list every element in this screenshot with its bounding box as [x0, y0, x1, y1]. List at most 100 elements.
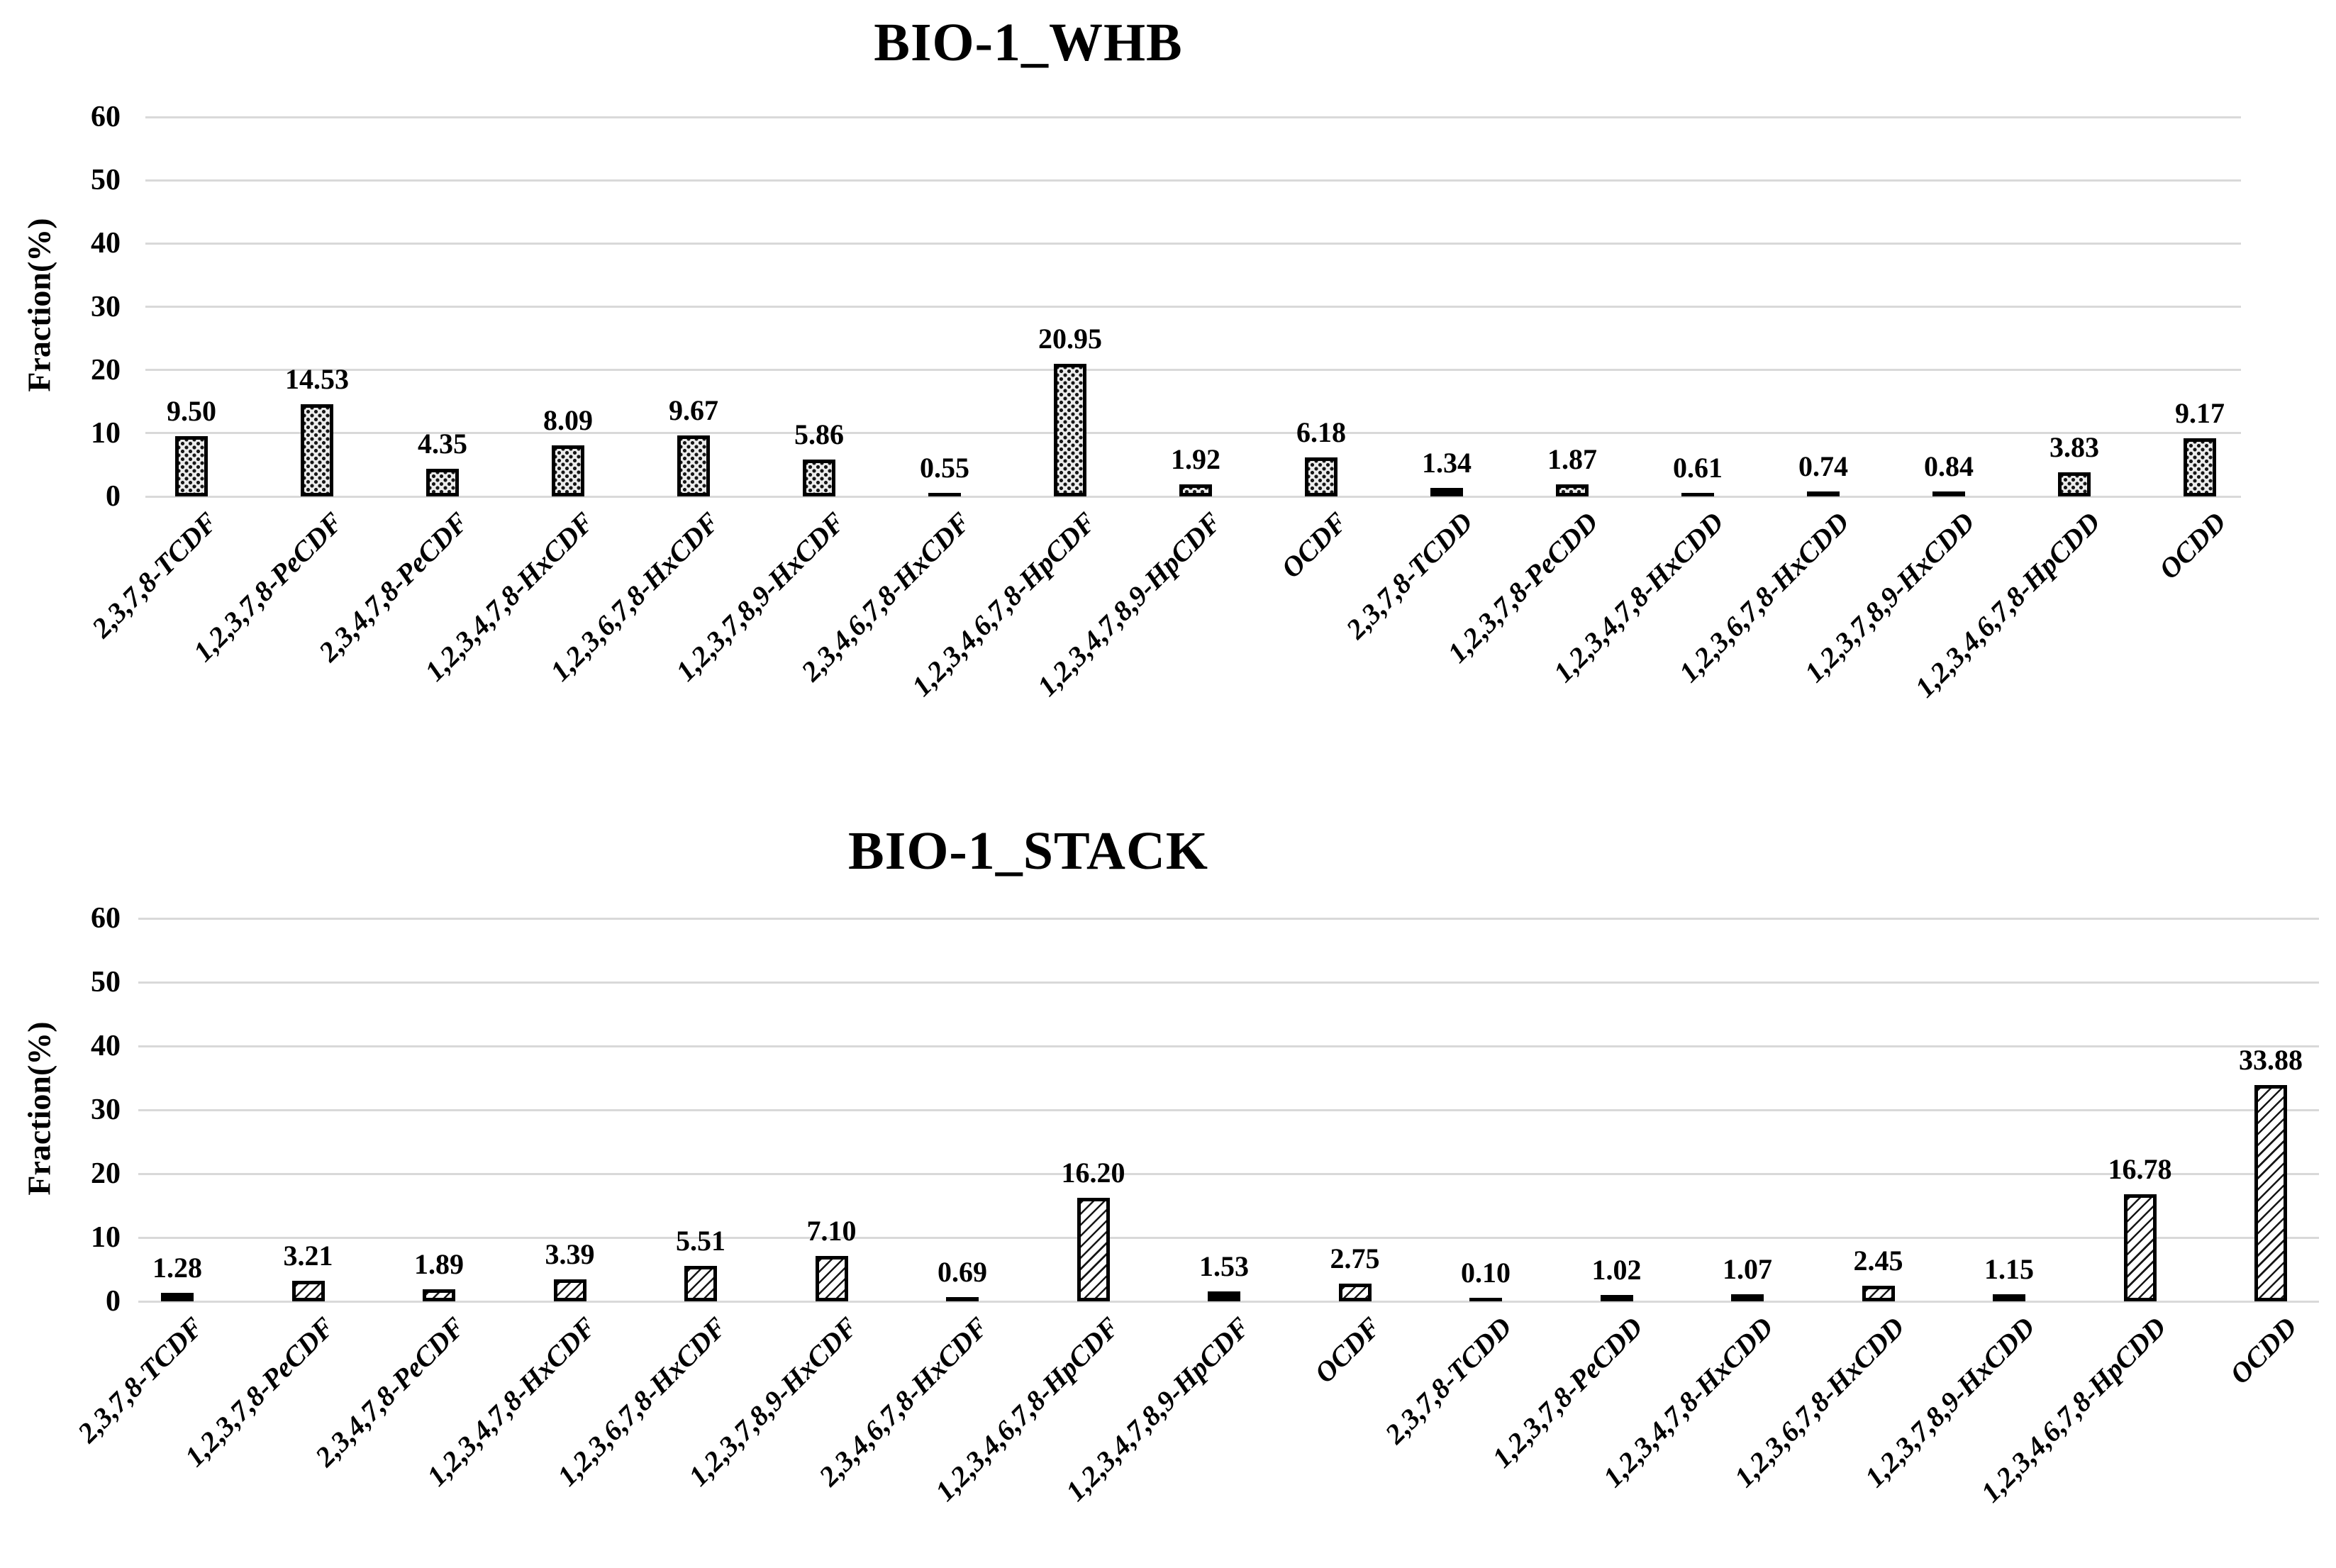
bar-value-label: 3.83: [2049, 430, 2099, 463]
bar: [1077, 1198, 1110, 1301]
bar-value-label: 0.69: [938, 1255, 987, 1288]
bar-value-label: 1.28: [152, 1252, 202, 1284]
bar-value-label: 1.07: [1723, 1253, 1772, 1286]
bar: [1054, 364, 1086, 496]
bar: [1179, 484, 1212, 496]
y-tick-label: 10: [91, 1221, 121, 1254]
bar: [1469, 1298, 1502, 1301]
bar-value-label: 1.34: [1422, 447, 1472, 479]
bar: [1932, 491, 1965, 496]
bar-value-label: 7.10: [806, 1215, 857, 1247]
bar-value-label: 9.67: [669, 394, 718, 426]
gridline: [138, 1172, 2319, 1175]
bar-value-label: 0.84: [1924, 450, 1974, 482]
gridline: [145, 179, 2241, 182]
bar-value-label: 6.18: [1296, 416, 1346, 448]
chart-title: BIO-1_STACK: [848, 821, 1208, 881]
y-tick-label: 50: [91, 966, 121, 999]
bar: [426, 469, 459, 496]
y-tick-label: 10: [91, 416, 121, 450]
bar: [1338, 1284, 1372, 1301]
gridline: [138, 917, 2319, 920]
bar-value-label: 1.02: [1591, 1253, 1642, 1286]
gridline: [138, 1108, 2319, 1111]
chart-title: BIO-1_WHB: [874, 13, 1183, 72]
y-tick-label: 30: [91, 290, 121, 323]
bar-value-label: 0.61: [1673, 451, 1723, 484]
bar: [1430, 488, 1463, 496]
gridline: [138, 1045, 2319, 1047]
bar: [2184, 438, 2216, 496]
bar-value-label: 0.74: [1798, 450, 1848, 483]
y-tick-label: 40: [91, 227, 121, 260]
bar-value-label: 5.86: [794, 418, 844, 450]
y-tick-label: 50: [91, 164, 121, 197]
y-tick-label: 40: [91, 1030, 121, 1062]
bar-value-label: 9.50: [167, 395, 216, 428]
bar-value-label: 0.10: [1461, 1257, 1511, 1289]
bar: [2058, 472, 2091, 496]
gridline: [145, 242, 2241, 245]
bar: [291, 1281, 325, 1301]
x-category-label: OCDF: [1308, 1311, 1387, 1389]
bar: [1993, 1294, 2025, 1301]
y-tick-label: 60: [91, 902, 121, 935]
y-tick-label: 30: [91, 1094, 121, 1126]
bar: [423, 1289, 455, 1301]
bar-value-label: 1.87: [1547, 443, 1597, 476]
bar-value-label: 1.53: [1199, 1250, 1249, 1283]
gridline: [145, 116, 2241, 118]
bar: [928, 493, 961, 496]
y-axis-label: Fraction(%): [21, 218, 57, 392]
bar: [161, 1293, 194, 1301]
bar: [2123, 1194, 2157, 1301]
bar-value-label: 2.45: [1853, 1244, 1903, 1277]
bar: [553, 1279, 586, 1301]
bar-value-label: 3.21: [283, 1240, 333, 1272]
y-tick-label: 20: [91, 1157, 121, 1190]
bar-value-label: 1.15: [1984, 1252, 2034, 1285]
bar-value-label: 0.55: [920, 452, 969, 484]
bar-value-label: 20.95: [1038, 323, 1102, 355]
bar-value-label: 3.39: [545, 1238, 595, 1271]
bar-value-label: 16.78: [2108, 1152, 2172, 1185]
bar: [2254, 1085, 2287, 1301]
gridline: [138, 1236, 2319, 1239]
bar: [175, 436, 208, 496]
bar-value-label: 1.92: [1171, 443, 1220, 475]
bar-value-label: 33.88: [2239, 1044, 2303, 1077]
gridline: [145, 432, 2241, 435]
gridline: [145, 306, 2241, 308]
bar: [1600, 1294, 1633, 1301]
bar-value-label: 4.35: [418, 428, 467, 460]
bar-value-label: 16.20: [1061, 1157, 1125, 1189]
bar: [815, 1256, 848, 1301]
bar: [677, 435, 710, 496]
bar: [1731, 1294, 1764, 1301]
bar: [1807, 491, 1840, 496]
bar-value-label: 14.53: [285, 363, 349, 396]
bar: [946, 1296, 979, 1301]
bar: [552, 445, 584, 496]
y-tick-label: 0: [106, 480, 121, 513]
bar: [1681, 492, 1714, 496]
bar: [684, 1266, 717, 1301]
y-tick-label: 0: [106, 1285, 121, 1318]
y-tick-label: 60: [91, 101, 121, 133]
gridline: [138, 1300, 2319, 1303]
gridline: [138, 981, 2319, 984]
x-category-label: OCDD: [2223, 1311, 2303, 1391]
x-category-label: 2,3,7,8-TCDF: [71, 1311, 210, 1449]
bar-value-label: 5.51: [676, 1225, 725, 1257]
bar: [803, 459, 835, 496]
bar-value-label: 1.89: [414, 1247, 464, 1280]
bar: [1556, 484, 1589, 496]
bar: [1305, 457, 1337, 496]
gridline: [145, 495, 2241, 498]
bar-value-label: 8.09: [543, 404, 593, 436]
bar: [1208, 1291, 1240, 1301]
y-tick-label: 20: [91, 353, 121, 387]
bar-value-label: 9.17: [2175, 397, 2225, 430]
